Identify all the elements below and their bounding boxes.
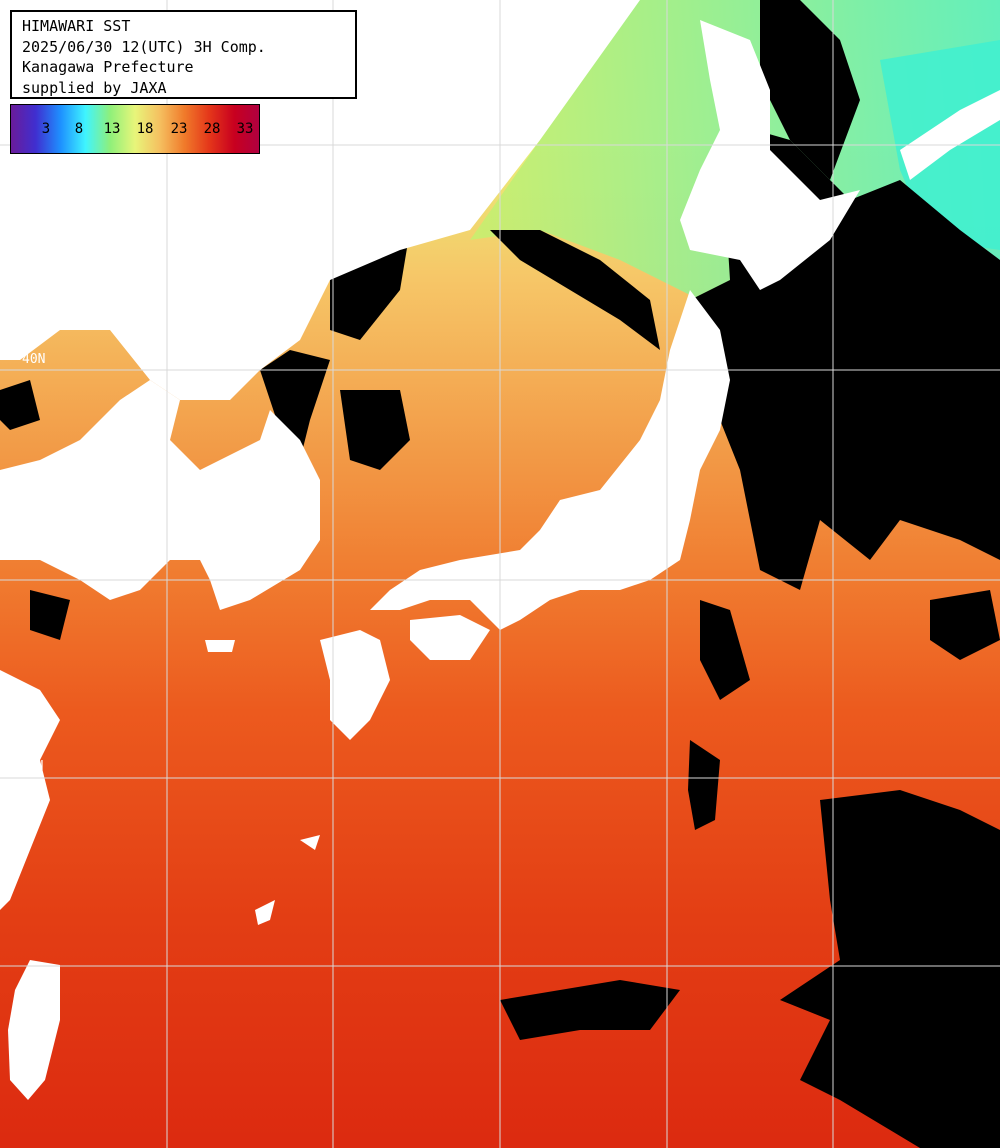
- legend-tick-13: 13: [103, 121, 121, 137]
- legend-tick-3: 3: [41, 121, 51, 137]
- honshu: [370, 290, 730, 630]
- color-scale-legend: 3 8 13 18 23 28 33: [10, 104, 260, 154]
- land: [0, 0, 1000, 1100]
- region-name: Kanagawa Prefecture: [22, 58, 194, 76]
- legend-tick-33: 33: [236, 121, 254, 137]
- color-scale-bar: [11, 105, 259, 153]
- latitude-label-40n: 40N: [22, 352, 46, 367]
- legend-tick-18: 18: [136, 121, 154, 137]
- latitude-label-30n: 30N: [20, 759, 44, 774]
- legend-tick-28: 28: [203, 121, 221, 137]
- taiwan: [8, 960, 60, 1100]
- supplier-credit: supplied by JAXA: [22, 78, 167, 97]
- product-title: HIMAWARI SST: [22, 17, 131, 35]
- info-box: HIMAWARI SST 2025/06/30 12(UTC) 3H Comp.…: [10, 10, 357, 99]
- kyushu: [320, 630, 390, 740]
- hokkaido: [680, 20, 860, 290]
- timestamp: 2025/06/30 12(UTC) 3H Comp.: [22, 37, 266, 56]
- shikoku: [410, 615, 490, 660]
- legend-tick-8: 8: [74, 121, 84, 137]
- legend-tick-23: 23: [170, 121, 188, 137]
